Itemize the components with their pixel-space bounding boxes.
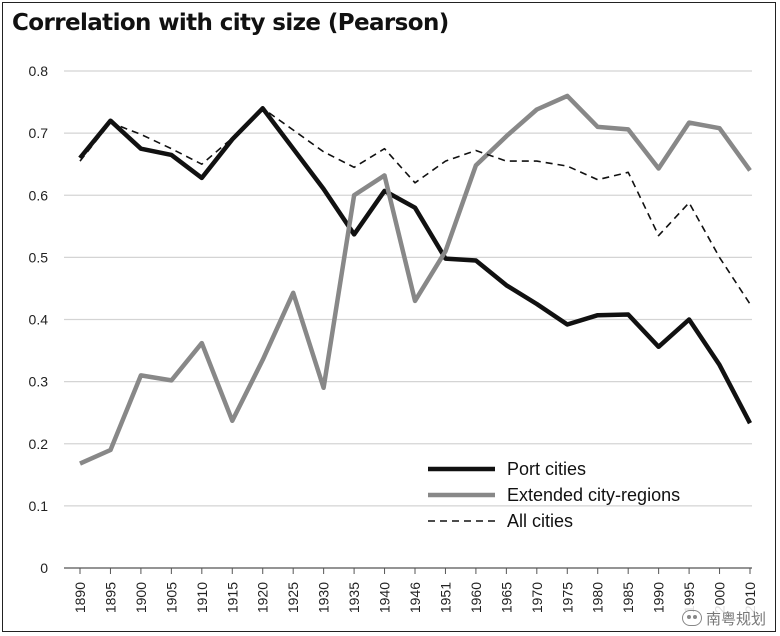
x-tick-label: 1905 — [163, 582, 179, 613]
watermark-text: 南粤规划 — [705, 609, 766, 628]
x-tick-label: 1940 — [377, 582, 393, 613]
x-tick-label: 1946 — [407, 582, 423, 613]
legend-label-3: All cities — [507, 511, 573, 531]
y-tick-label: 0.5 — [29, 249, 49, 265]
legend-label-2: Extended city-regions — [507, 485, 680, 505]
x-tick-label: 1910 — [194, 582, 210, 613]
x-tick-label: 2010 — [742, 582, 758, 613]
x-tick-label: 1951 — [437, 582, 453, 613]
x-tick-label: 1920 — [255, 582, 271, 613]
x-tick-label: 2000 — [712, 582, 728, 613]
x-tick-label: 1935 — [346, 582, 362, 613]
x-tick-label: 1925 — [285, 582, 301, 613]
series-line-3 — [79, 107, 751, 305]
x-tick-label: 1990 — [651, 582, 667, 613]
y-tick-label: 0 — [40, 560, 48, 576]
series-line-1 — [78, 106, 752, 425]
grid-lines — [64, 70, 752, 507]
x-tick-label: 1965 — [498, 582, 514, 613]
wechat-icon — [681, 610, 702, 626]
series-line-2 — [79, 93, 752, 466]
y-tick-label: 0.3 — [29, 374, 49, 390]
x-tick-label: 1970 — [529, 582, 545, 613]
x-tick-label: 1900 — [133, 582, 149, 613]
y-tick-label: 0.1 — [29, 498, 49, 514]
y-tick-label: 0.8 — [29, 63, 49, 79]
x-tick-label: 1960 — [468, 582, 484, 613]
x-tick-label: 1985 — [620, 582, 636, 613]
y-tick-label: 0.2 — [29, 436, 49, 452]
x-tick-label: 1980 — [590, 582, 606, 613]
x-tick-label: 1915 — [224, 582, 240, 613]
legend: Port cities Extended city-regions All citi… — [428, 459, 680, 531]
x-tick-label: 1895 — [102, 582, 118, 613]
x-tick-label: 1995 — [681, 582, 697, 613]
x-tick-label: 1890 — [72, 582, 88, 613]
axes — [64, 567, 752, 574]
x-tick-label: 1930 — [316, 582, 332, 613]
x-tick-label: 1975 — [559, 582, 575, 613]
x-tick-labels: 1890 1895 1900 1905 1910 1915 1920 1925 1930 1935… — [72, 582, 758, 613]
y-tick-label: 0.4 — [29, 312, 49, 328]
series-lines — [78, 93, 752, 466]
y-tick-label: 0.6 — [29, 187, 49, 203]
y-tick-labels: 0 0.1 0.2 0.3 0.4 0.5 0.6 0.7 0.8 — [29, 63, 49, 576]
watermark: 南粤规划 — [677, 606, 770, 630]
chart-title: Correlation with city size (Pearson) — [12, 10, 449, 36]
y-tick-label: 0.7 — [29, 125, 49, 141]
legend-label-1: Port cities — [507, 459, 586, 479]
